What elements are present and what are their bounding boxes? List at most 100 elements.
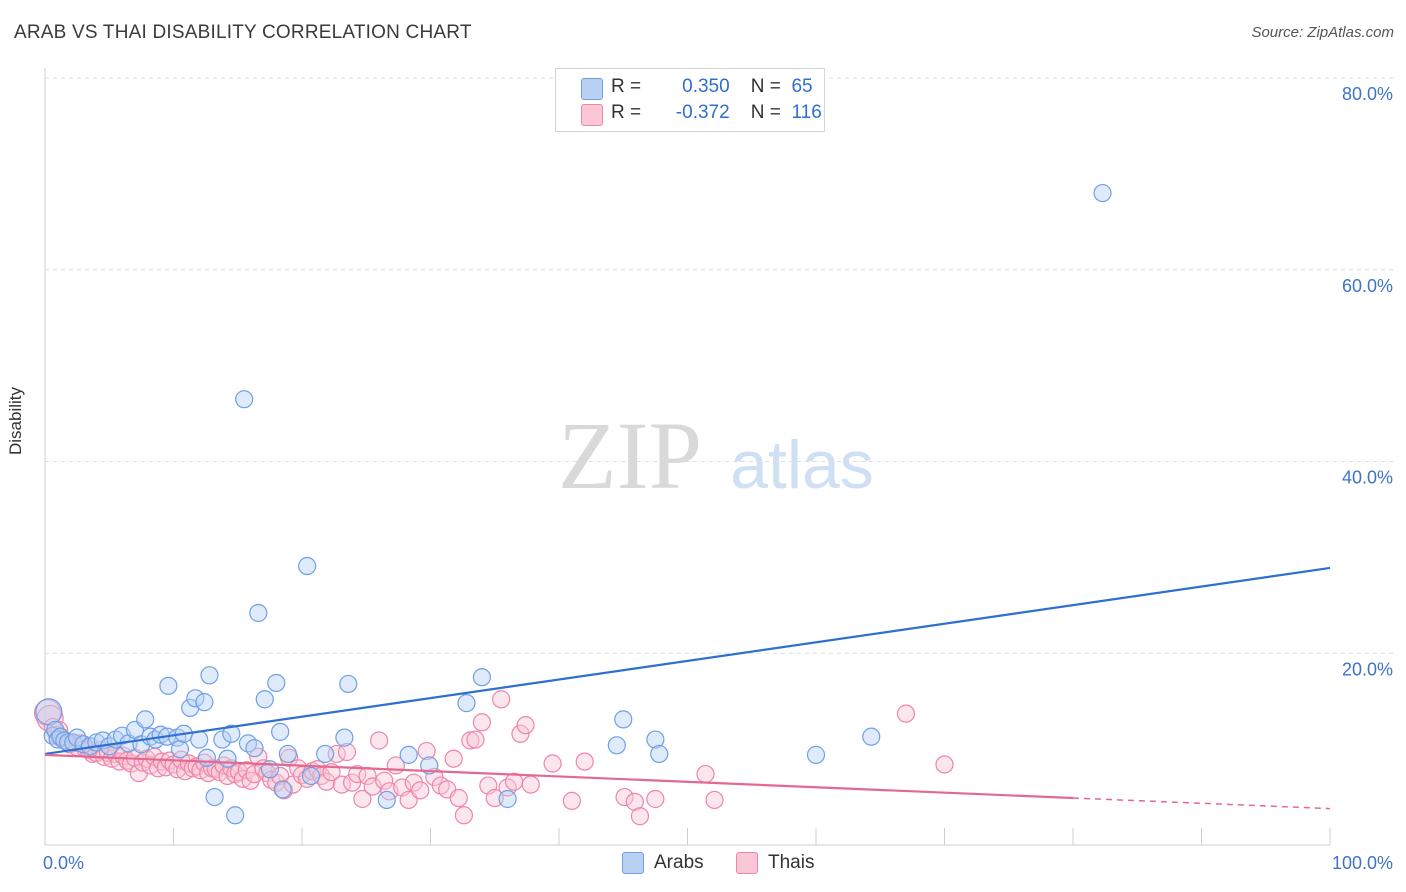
thais-point	[562, 791, 581, 810]
thais-point	[444, 749, 463, 768]
source-label: Source: ZipAtlas.com	[1251, 24, 1394, 41]
arabs-point	[235, 390, 254, 409]
thais-point	[696, 764, 715, 784]
arabs-point	[472, 668, 491, 687]
thais-point	[271, 766, 290, 786]
watermark: ZIP atlas	[558, 402, 874, 509]
legend-swatch-arabs	[581, 78, 603, 100]
legend-n-label: N =	[750, 76, 781, 97]
thais-point	[363, 777, 382, 796]
series-thais-points	[33, 690, 954, 826]
arabs-point	[249, 603, 268, 623]
arabs-point	[190, 730, 209, 749]
thais-point	[630, 807, 650, 826]
arabs-point	[267, 673, 286, 693]
arabs-point	[35, 698, 63, 726]
arabs-point	[213, 730, 232, 749]
arabs-point	[273, 780, 292, 799]
thais-point	[472, 713, 491, 732]
thais-point	[337, 742, 357, 762]
thais-point	[466, 730, 485, 749]
legend-r-value: -0.372	[675, 102, 730, 123]
legend-swatch-thais	[736, 852, 758, 874]
stats-legend: R = 0.350 N = 65 R = -0.372 N = 116	[555, 68, 825, 132]
y-tick-label: 20.0%	[1342, 659, 1393, 679]
axes	[44, 68, 1331, 846]
arabs-point	[222, 724, 241, 743]
y-tick-label: 60.0%	[1342, 276, 1393, 296]
arabs-point	[48, 730, 67, 749]
arabs-point	[271, 722, 290, 741]
arabs-point	[498, 789, 517, 809]
arabs-point	[186, 689, 205, 708]
arabs-point	[218, 749, 237, 768]
arabs-point	[136, 710, 155, 729]
thais-point	[646, 789, 665, 809]
arabs-point	[646, 730, 665, 749]
arabs-point	[298, 556, 317, 576]
tick-labels: 20.0% 40.0% 60.0% 80.0% 0.0% 100.0%	[43, 84, 1393, 873]
legend-swatch-thais	[581, 104, 603, 126]
chart-title: ARAB VS THAI DISABILITY CORRELATION CHAR…	[14, 22, 472, 43]
thais-point	[625, 792, 644, 811]
thais-point	[454, 806, 474, 825]
arabs-point	[457, 694, 476, 713]
arabs-point	[335, 728, 354, 747]
thais-point	[705, 790, 724, 810]
thais-point	[249, 747, 268, 766]
watermark-zip: ZIP	[558, 402, 702, 509]
arabs-point	[1093, 183, 1112, 203]
thais-point	[411, 781, 430, 800]
x-tick-label: 0.0%	[43, 853, 84, 873]
legend-n-value: 116	[791, 102, 822, 123]
arabs-point	[806, 745, 826, 764]
thais-point	[935, 755, 954, 774]
trend-line-arabs	[44, 566, 1331, 756]
thais-point	[417, 741, 436, 761]
thais-point	[461, 731, 480, 750]
thais-point	[375, 771, 394, 790]
arabs-point	[862, 727, 881, 746]
thais-point	[353, 789, 372, 809]
arabs-point	[226, 806, 245, 825]
gridlines	[45, 77, 1393, 654]
arabs-point	[377, 790, 396, 810]
trend-line-thais	[44, 753, 1074, 800]
arabs-point	[399, 745, 418, 764]
legend-r-label: R =	[611, 76, 642, 97]
arabs-point	[614, 710, 633, 729]
watermark-atlas: atlas	[730, 427, 874, 503]
trend-line-thais-extension	[1072, 797, 1331, 810]
arabs-point	[170, 740, 190, 759]
thais-point	[274, 781, 294, 800]
arabs-point	[245, 739, 264, 758]
arabs-point	[68, 728, 87, 747]
arabs-point	[205, 787, 224, 807]
thais-point	[485, 788, 504, 808]
arabs-point	[195, 693, 214, 712]
arabs-point	[650, 744, 669, 764]
arabs-point	[607, 736, 626, 755]
arabs-point	[278, 744, 297, 764]
arabs-point	[200, 666, 219, 685]
legend-swatch-arabs	[622, 852, 644, 874]
y-tick-label: 80.0%	[1342, 84, 1393, 104]
arabs-point	[420, 756, 439, 775]
legend-n-label: N =	[750, 102, 781, 123]
arabs-point	[159, 676, 178, 695]
legend-label-arabs: Arabs	[654, 852, 704, 873]
thais-point	[543, 754, 562, 773]
thais-point	[370, 731, 389, 750]
thais-point	[615, 787, 634, 807]
thais-point	[896, 704, 916, 723]
thais-point	[575, 752, 594, 771]
y-axis-label: Disability	[6, 386, 25, 455]
legend-n-value: 65	[791, 76, 813, 97]
legend-r-label: R =	[611, 102, 642, 123]
thais-point	[521, 775, 540, 794]
thais-point	[511, 724, 530, 743]
thais-point	[449, 788, 468, 808]
y-tick-label: 40.0%	[1342, 468, 1393, 488]
x-tick-label: 100.0%	[1332, 853, 1393, 873]
